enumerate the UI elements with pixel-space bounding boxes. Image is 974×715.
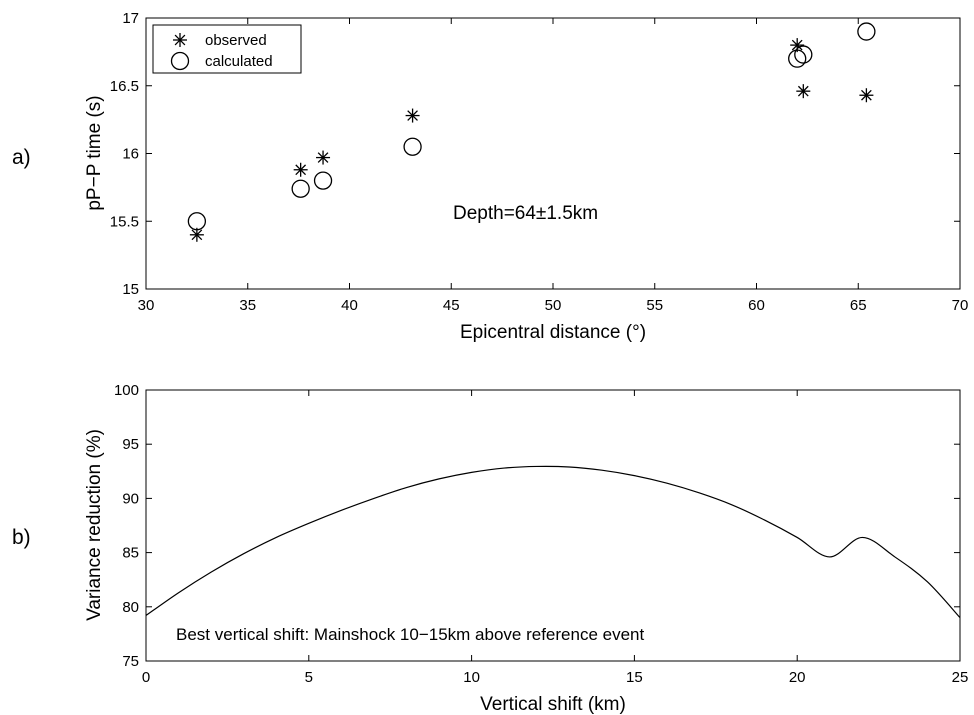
observed-point — [796, 84, 811, 99]
legend: observed calculated — [152, 24, 302, 74]
x-tick-label: 15 — [626, 669, 643, 686]
ticks-b: 0 5 10 15 20 25 75 80 85 90 95 100 — [114, 382, 968, 686]
observed-point-stroke — [861, 89, 872, 101]
panel-a-label: a) — [12, 146, 31, 169]
y-tick-label: 75 — [122, 653, 139, 670]
x-axis-label-b: Vertical shift (km) — [480, 694, 626, 715]
observed-point-stroke — [317, 152, 329, 163]
y-tick-label: 15 — [122, 281, 139, 298]
x-tick-label: 35 — [239, 297, 256, 314]
calculated-point — [313, 171, 333, 190]
y-tick-label: 95 — [122, 436, 139, 453]
y-tick-label: 16 — [122, 146, 139, 163]
y-tick-label: 90 — [122, 490, 139, 507]
x-tick-label: 0 — [142, 669, 150, 686]
x-tick-label: 10 — [463, 669, 480, 686]
observed-point-stroke — [791, 39, 803, 51]
y-axis-label-b: Variance reduction (%) — [84, 429, 105, 621]
x-tick-label: 40 — [341, 297, 358, 314]
variance-curve — [145, 465, 961, 619]
calculated-point — [403, 137, 422, 156]
x-tick-label: 50 — [545, 297, 562, 314]
marks-b — [145, 465, 961, 619]
calculated-point — [788, 49, 807, 68]
legend-observed-marker — [173, 33, 187, 47]
legend-observed-symbol — [173, 33, 187, 47]
legend-box — [152, 24, 302, 74]
observed-point — [859, 88, 874, 103]
x-tick-label: 65 — [850, 297, 867, 314]
y-axis-label-a: pP−P time (s) — [84, 95, 105, 210]
legend-calculated-marker — [170, 51, 190, 71]
ticks-a: 30 35 40 45 50 55 60 65 70 15 15.5 16 16.5 17 — [110, 10, 969, 314]
panel-a: a) 30 35 40 45 50 55 60 65 70 15 15.5 16 16.5 17 Epic… — [12, 10, 968, 343]
y-tick-label: 16.5 — [110, 78, 139, 95]
x-tick-label: 55 — [646, 297, 663, 314]
observed-point — [293, 162, 308, 177]
x-tick-label: 20 — [789, 669, 806, 686]
legend-calculated-symbol — [170, 51, 190, 71]
y-tick-label: 15.5 — [110, 213, 139, 230]
calculated-point — [291, 179, 310, 198]
observed-point-stroke — [797, 85, 809, 97]
depth-annotation: Depth=64±1.5km — [453, 203, 598, 224]
observed-point — [316, 150, 331, 165]
legend-calculated-label: calculated — [205, 53, 273, 70]
x-tick-label: 30 — [138, 297, 155, 314]
marks-a — [187, 22, 876, 242]
x-tick-label: 45 — [443, 297, 460, 314]
observed-point-stroke — [191, 229, 203, 241]
x-axis-label-a: Epicentral distance (°) — [460, 322, 646, 343]
x-tick-label: 25 — [952, 669, 969, 686]
y-tick-label: 85 — [122, 545, 139, 562]
panel-b: b) 0 5 10 15 20 25 75 80 85 90 95 100 Vertical shif… — [12, 382, 968, 715]
y-tick-label: 100 — [114, 382, 139, 399]
observed-point-stroke — [295, 164, 307, 176]
observed-point — [405, 108, 420, 123]
observed-point-stroke — [407, 110, 418, 121]
legend-observed-symbol-stroke — [174, 34, 186, 46]
legend-observed-label: observed — [205, 32, 267, 49]
x-tick-label: 60 — [748, 297, 765, 314]
plot-frame-b — [145, 389, 961, 662]
panel-b-label: b) — [12, 526, 31, 549]
y-tick-label: 17 — [122, 10, 139, 27]
y-tick-label: 80 — [122, 599, 139, 616]
x-tick-label: 70 — [952, 297, 969, 314]
calculated-point — [857, 22, 876, 41]
calculated-point — [794, 45, 813, 64]
x-tick-label: 5 — [305, 669, 313, 686]
shift-annotation: Best vertical shift: Mainshock 10−15km a… — [176, 625, 644, 644]
observed-point — [189, 227, 204, 242]
calculated-point — [187, 212, 207, 231]
